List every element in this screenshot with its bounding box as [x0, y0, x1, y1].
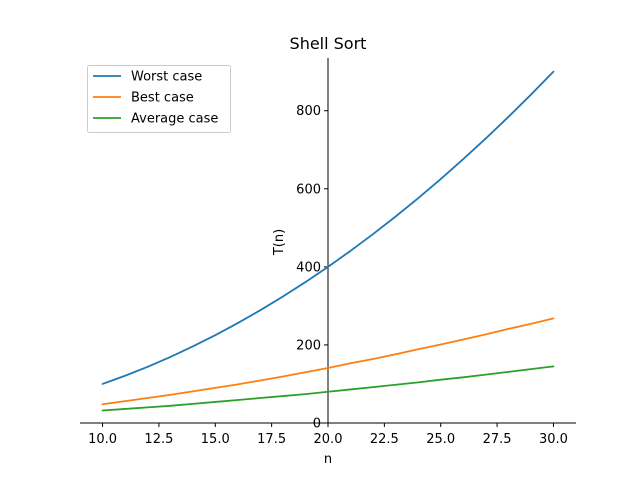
x-tick-label: 12.5 — [144, 432, 173, 447]
series-line-average-case — [101, 365, 555, 412]
x-tick-label: 10.0 — [88, 432, 117, 447]
legend-label: Worst case — [131, 70, 202, 85]
series-line-worst-case — [101, 70, 555, 385]
series-lines — [101, 70, 555, 412]
y-tick-label: 200 — [296, 338, 321, 353]
x-tick-label: 30.0 — [539, 432, 568, 447]
series-line-best-case — [101, 317, 555, 406]
legend: Worst case Best case Average case — [87, 65, 231, 133]
legend-box — [87, 65, 231, 133]
legend-label: Best case — [131, 91, 194, 106]
y-tick-label: 400 — [296, 260, 321, 275]
x-tick-label: 17.5 — [257, 432, 286, 447]
y-axis: 0 200 400 600 800 — [296, 58, 329, 432]
chart-title: Shell Sort — [290, 34, 367, 53]
y-tick-label: 800 — [296, 104, 321, 119]
x-tick-label: 15.0 — [201, 432, 230, 447]
y-axis-label: T(n) — [272, 229, 287, 256]
x-tick-label: 27.5 — [483, 432, 512, 447]
x-tick-label: 22.5 — [370, 432, 399, 447]
legend-label: Average case — [131, 112, 218, 127]
x-axis: 10.0 12.5 15.0 17.5 20.0 22.5 25.0 27.5 30.0 — [80, 422, 576, 447]
y-tick-label: 600 — [296, 182, 321, 197]
x-tick-label: 25.0 — [426, 432, 455, 447]
x-axis-label: n — [324, 452, 332, 467]
x-tick-label: 20.0 — [314, 432, 343, 447]
y-tick-label: 0 — [313, 417, 321, 432]
